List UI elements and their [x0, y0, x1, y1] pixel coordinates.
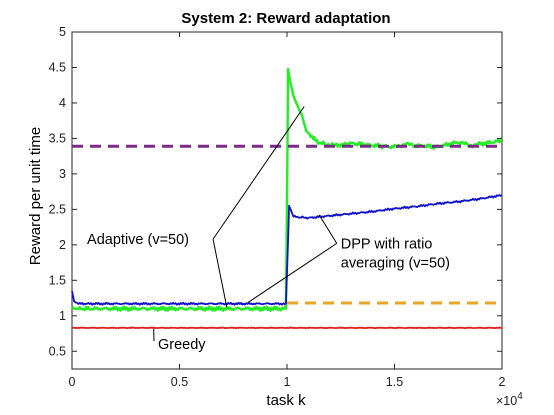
y-tick-label: 1 [59, 309, 66, 323]
y-tick-label: 3 [59, 167, 66, 181]
y-tick-label: 1.5 [49, 273, 66, 287]
annotation-pointer [212, 239, 228, 308]
ticks-layer: 0 0.5 1 1.5 2 0.5 1 1.5 2 2.5 3 3.5 4 4.5 5 [49, 25, 506, 389]
annotation-pointer [212, 106, 305, 240]
x-tick-label: 1 [284, 375, 291, 389]
y-tick-label: 4 [59, 96, 66, 110]
annotation-pointer [318, 214, 338, 244]
series-line-1 [71, 194, 503, 306]
x-tick-label: 1.5 [386, 375, 403, 389]
x-tick-label: 0.5 [171, 375, 188, 389]
y-tick-label: 4.5 [49, 60, 66, 74]
annotation-pointer [248, 242, 338, 303]
x-exponent-power: 4 [517, 391, 523, 402]
y-tick-label: 5 [59, 25, 66, 39]
x-axis-exponent: ×104 [496, 391, 523, 408]
chart-title: System 2: Reward adaptation [181, 10, 390, 27]
y-tick-label: 2.5 [49, 202, 66, 216]
x-axis-label: task k [266, 392, 306, 409]
annotation-label: Adaptive (v=50) [87, 232, 189, 248]
y-tick-label: 2 [59, 238, 66, 252]
y-tick-label: 3.5 [49, 131, 66, 145]
y-axis-label: Reward per unit time [27, 127, 44, 265]
x-exponent-base: ×10 [496, 394, 517, 408]
annotation-label: DPP with ratio [341, 236, 433, 252]
series-line-0 [71, 67, 503, 312]
annotation-label: averaging (v=50) [341, 255, 450, 271]
series-line-2 [71, 326, 503, 330]
annotation-label: Greedy [158, 337, 206, 353]
series-layer [71, 67, 503, 330]
y-tick-label: 0.5 [49, 344, 66, 358]
x-tick-label: 0 [69, 375, 76, 389]
annotation-layer: Adaptive (v=50) DPP with ratio averaging (… [87, 106, 450, 353]
x-tick-label: 2 [499, 375, 506, 389]
